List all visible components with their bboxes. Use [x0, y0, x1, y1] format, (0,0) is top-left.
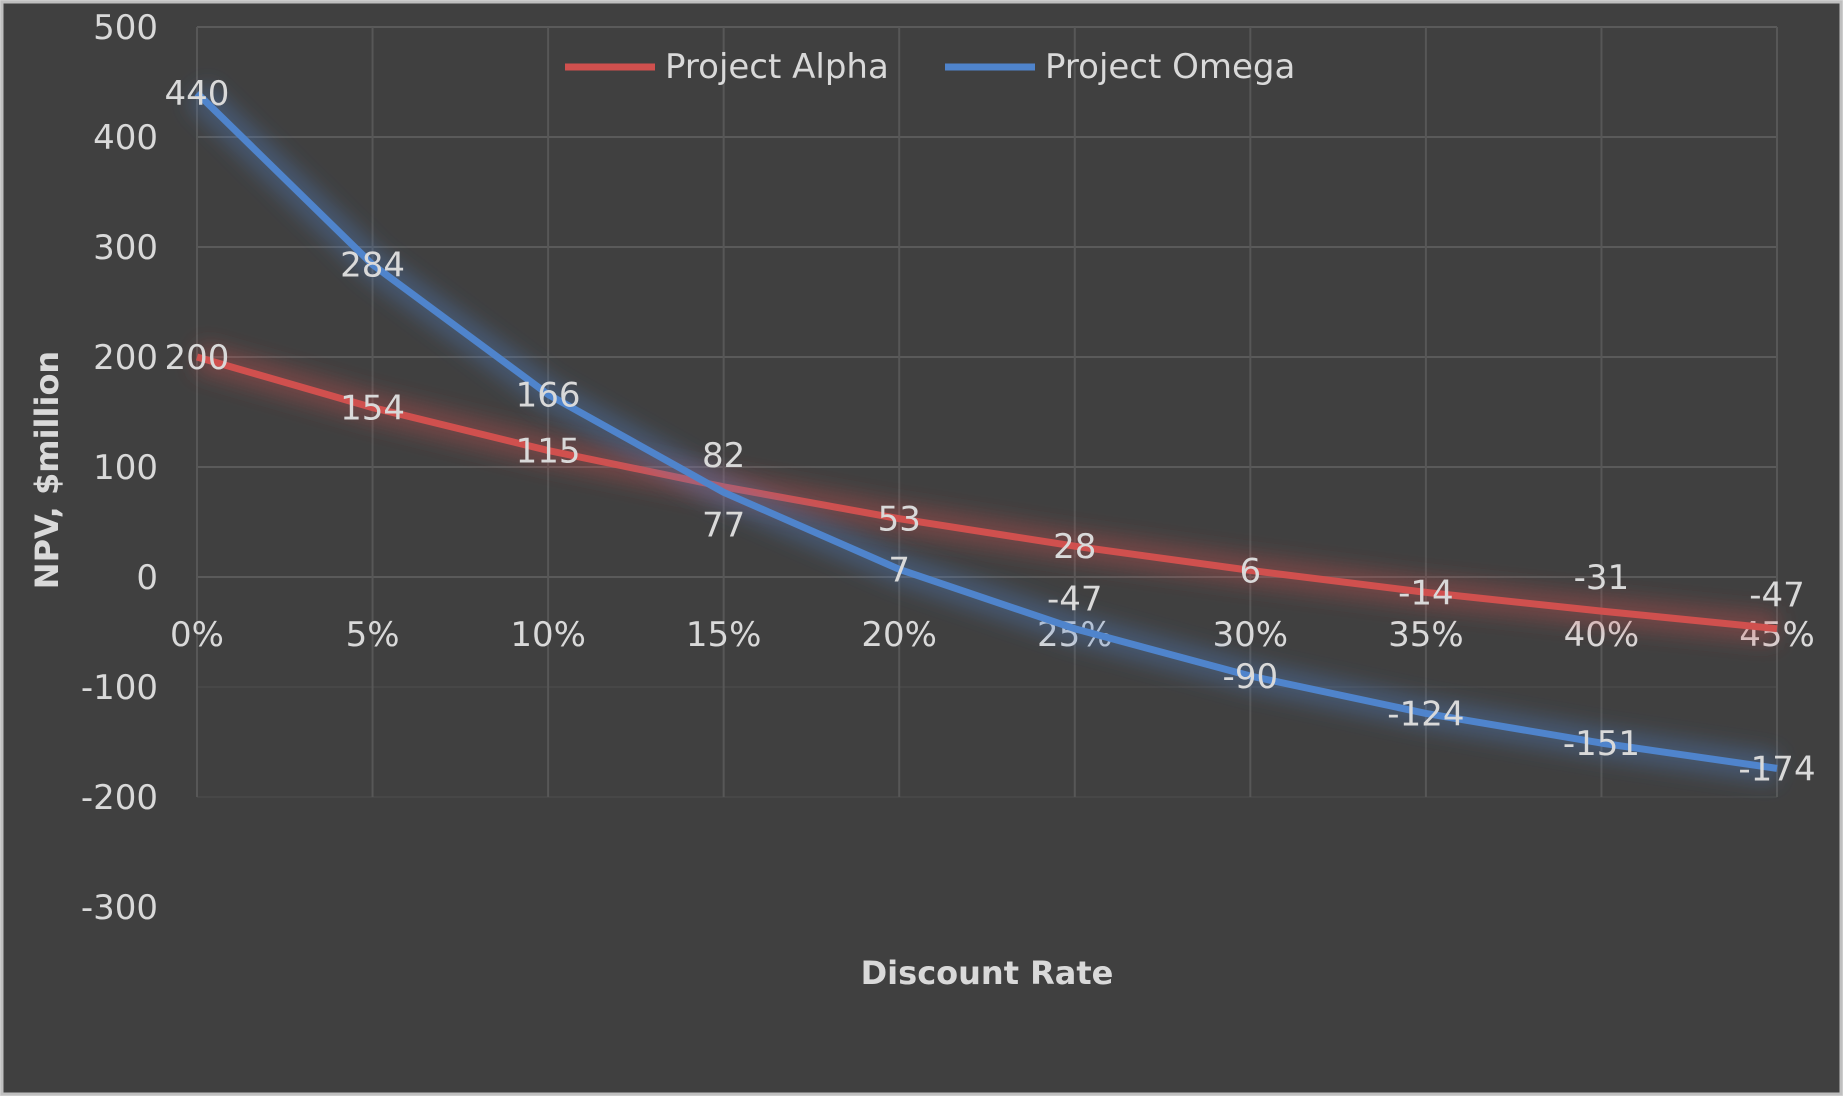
- data-label: 28: [1053, 527, 1096, 567]
- data-label: 440: [165, 74, 230, 114]
- data-label: -31: [1574, 558, 1630, 598]
- y-tick-label: 200: [93, 338, 158, 378]
- y-tick-label: 500: [93, 8, 158, 48]
- x-tick-label: 15%: [686, 615, 762, 655]
- y-tick-label: 0: [136, 558, 158, 598]
- x-axis-title: Discount Rate: [861, 954, 1114, 992]
- data-label: 53: [878, 500, 921, 540]
- series-line-alpha: [196, 353, 1778, 633]
- y-axis-title: NPV, $million: [28, 351, 66, 589]
- legend-label: Project Alpha: [665, 47, 889, 87]
- y-tick-label: -200: [81, 778, 158, 818]
- data-label: 77: [702, 505, 745, 545]
- legend-label: Project Omega: [1045, 47, 1295, 87]
- y-tick-label: 100: [93, 448, 158, 488]
- data-label: -47: [1047, 580, 1103, 620]
- data-label: -151: [1563, 724, 1640, 764]
- y-tick-label: -300: [81, 888, 158, 928]
- x-tick-label: 30%: [1213, 615, 1289, 655]
- data-label: 82: [702, 436, 745, 476]
- data-label: 154: [340, 389, 405, 429]
- x-tick-label: 10%: [510, 615, 586, 655]
- data-label: 7: [888, 550, 910, 590]
- x-tick-label: 5%: [346, 615, 400, 655]
- data-label: 284: [340, 246, 405, 286]
- x-tick-label: 20%: [861, 615, 937, 655]
- data-label: -90: [1223, 657, 1279, 697]
- data-label: -47: [1749, 576, 1805, 616]
- data-label: 115: [516, 432, 581, 472]
- data-label: 200: [165, 338, 230, 378]
- legend: Project Alpha Project Omega: [565, 47, 1295, 87]
- data-label: 6: [1240, 551, 1262, 591]
- y-tick-label: -100: [81, 668, 158, 708]
- x-tick-label: 0%: [170, 615, 224, 655]
- y-axis-ticks: 500 400 300 200 100 0 -100 -200 -300: [81, 8, 158, 928]
- y-tick-label: 300: [93, 228, 158, 268]
- data-label: -174: [1738, 749, 1815, 789]
- series-lines: [186, 82, 1780, 784]
- data-label: 166: [516, 375, 581, 415]
- legend-item-omega[interactable]: Project Omega: [945, 47, 1295, 87]
- series-line-omega: [194, 90, 1778, 772]
- x-tick-label: 35%: [1388, 615, 1464, 655]
- y-tick-label: 400: [93, 118, 158, 158]
- legend-item-alpha[interactable]: Project Alpha: [565, 47, 889, 87]
- data-label: -124: [1387, 694, 1464, 734]
- data-label: -14: [1398, 573, 1454, 613]
